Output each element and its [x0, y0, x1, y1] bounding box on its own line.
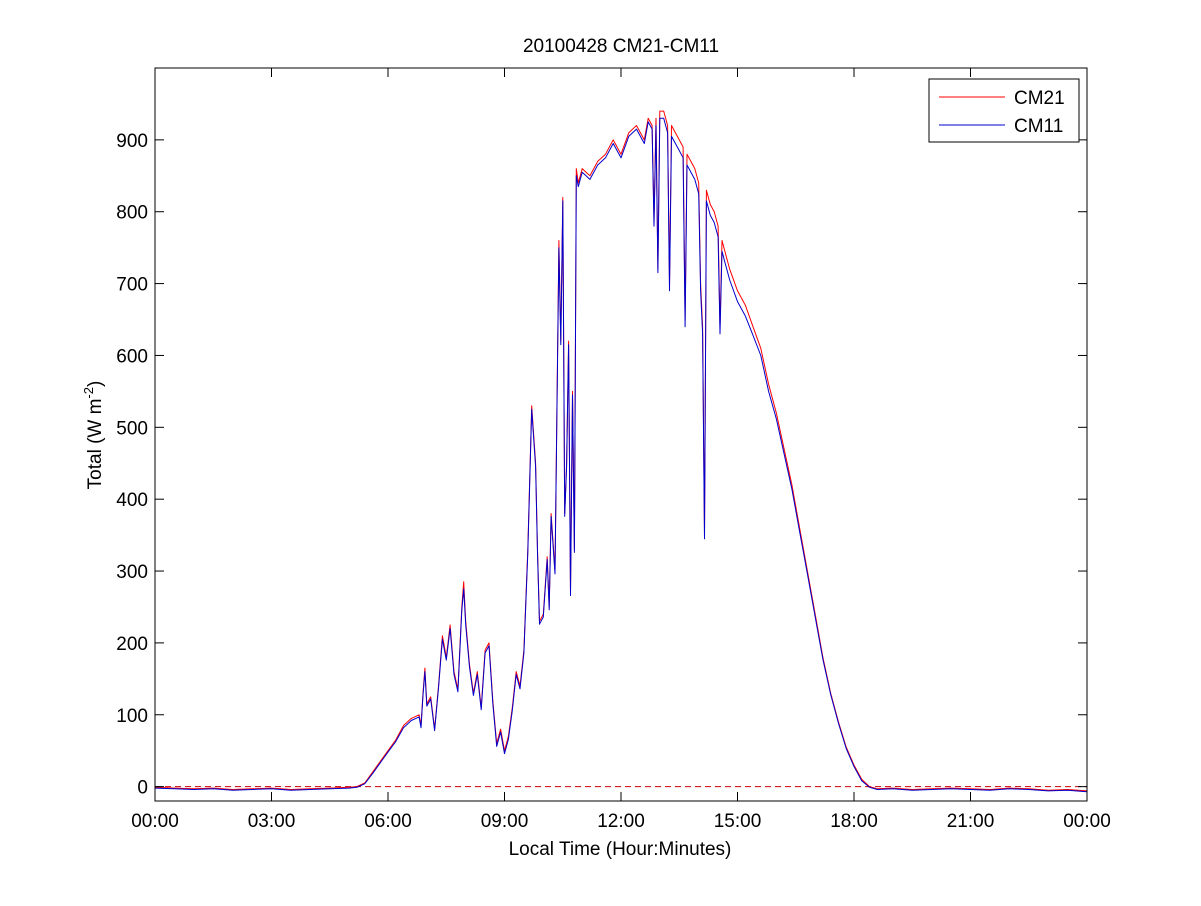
x-tick-label: 06:00 [364, 811, 412, 832]
chart-title: 20100428 CM21-CM11 [523, 36, 719, 57]
x-tick-label: 21:00 [947, 811, 995, 832]
y-tick-label: 100 [116, 706, 148, 727]
legend-box [928, 78, 1080, 143]
y-tick-label: 200 [116, 634, 148, 655]
series-line-cm21 [155, 110, 1087, 792]
axes-box [154, 67, 1088, 802]
x-tick-label: 03:00 [248, 811, 296, 832]
plot-area [155, 110, 1087, 793]
y-tick-label: 700 [116, 275, 148, 296]
y-axis-label-superscript: -2 [81, 387, 96, 399]
y-tick-label: 300 [116, 562, 148, 583]
x-tick-label: 09:00 [481, 811, 529, 832]
x-axis-label: Local Time (Hour:Minutes) [509, 839, 732, 860]
series-line-cm11 [155, 117, 1087, 793]
y-tick-label: 0 [137, 778, 148, 799]
y-tick-label: 800 [116, 203, 148, 224]
svg-text:Total (W m-2): Total (W m-2) [81, 381, 106, 490]
y-tick-label: 900 [116, 131, 148, 152]
axes: 00:00 03:00 06:00 09:00 12:00 15:00 18:00 21:00… [116, 67, 1111, 832]
x-tick-label: 18:00 [830, 811, 878, 832]
y-axis-label: Total (W m-2) [81, 381, 106, 490]
y-axis-label-close: ) [85, 381, 106, 387]
x-tick-label: 00:00 [131, 811, 179, 832]
legend-label-cm11: CM11 [1014, 116, 1063, 137]
y-tick-label: 600 [116, 346, 148, 367]
x-tick-label: 15:00 [714, 811, 762, 832]
y-tick-label: 500 [116, 418, 148, 439]
x-tick-label: 12:00 [597, 811, 645, 832]
y-tick-label: 400 [116, 490, 148, 511]
x-tick-label: 00:00 [1063, 811, 1111, 832]
legend-label-cm21: CM21 [1014, 88, 1065, 109]
y-axis-label-text: Total (W m [85, 399, 106, 490]
legend: CM21 CM11 [928, 78, 1080, 143]
